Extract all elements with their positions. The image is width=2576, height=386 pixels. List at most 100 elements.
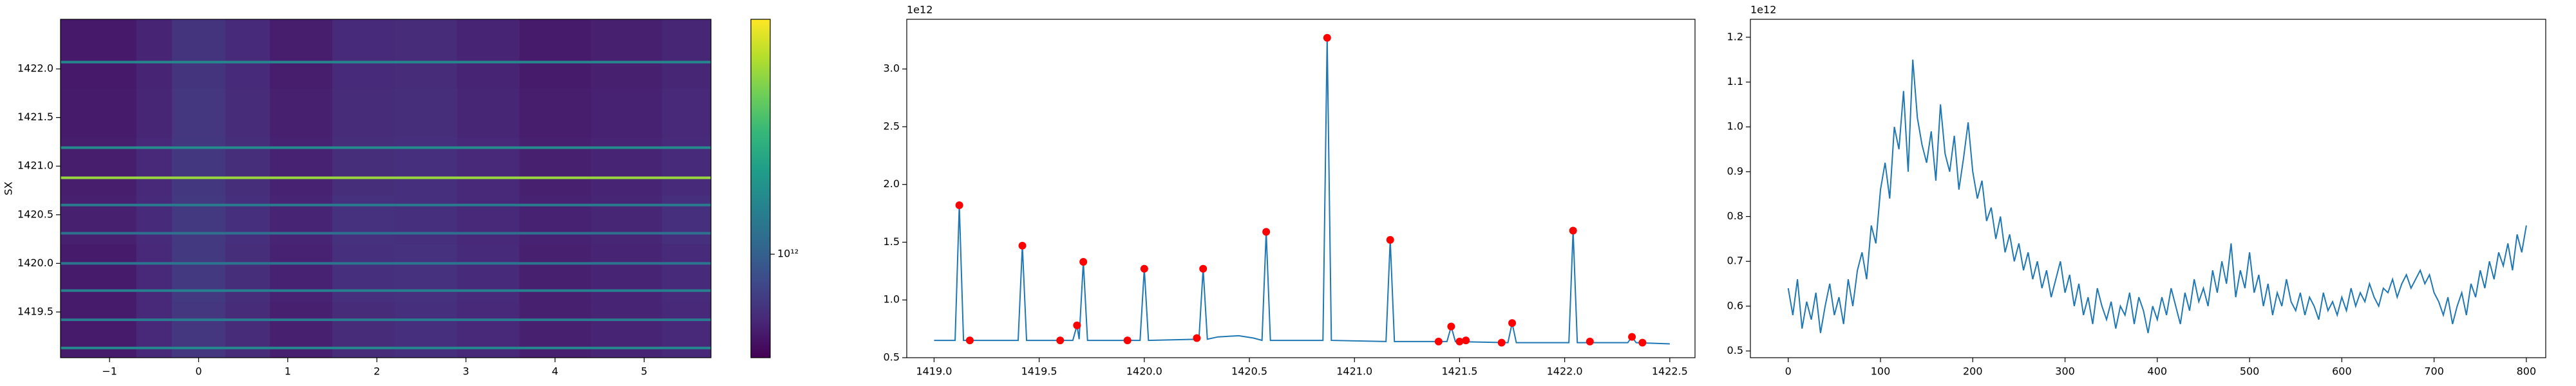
heatmap-cell (661, 19, 712, 89)
heatmap-cell (394, 195, 458, 244)
heatmap-cell (591, 195, 663, 244)
heatmap-cell (171, 244, 226, 303)
heatmap-cell (171, 88, 226, 138)
x-tick-label: 200 (1963, 365, 1983, 378)
y-tick-label: 1.2 (1727, 30, 1743, 42)
heatmap-cell (171, 19, 226, 89)
x-tick-label: 1421.0 (1336, 365, 1372, 378)
x-tick-label: 500 (2240, 365, 2260, 378)
peak-marker (955, 201, 963, 210)
peak-marker (1056, 336, 1065, 345)
peak-marker (1262, 228, 1271, 236)
heatmap-cell (136, 88, 173, 138)
heatmap-cell (394, 88, 458, 138)
heatmap-cell (270, 19, 333, 89)
peak-marker (1447, 322, 1455, 331)
x-tick-label: 2 (374, 365, 380, 378)
heatmap-cell (457, 244, 520, 303)
x-tick-label: 700 (2424, 365, 2444, 378)
x-tick-label: 0 (195, 365, 202, 378)
heatmap-line (61, 262, 711, 265)
peak-marker (1323, 33, 1331, 42)
heatmap-line (61, 203, 711, 207)
heatmap-cell (519, 19, 591, 89)
x-tick-label: 4 (552, 365, 558, 378)
heatmap-cell (61, 88, 137, 138)
heatmap-cell (332, 195, 395, 244)
peak-marker (965, 336, 974, 345)
peak-marker (1193, 334, 1201, 342)
x-tick-label: 1419.0 (916, 365, 952, 378)
y-axis-label: SX (3, 181, 15, 195)
heatmap-cell (519, 302, 591, 358)
y-tick-label: 1421.5 (17, 111, 53, 123)
heatmap-line (61, 318, 711, 322)
heatmap-cell (136, 136, 173, 196)
y-tick-label: 1421.0 (17, 160, 53, 172)
x-tick-label: 1422.5 (1652, 365, 1688, 378)
x-tick-label: 300 (2055, 365, 2075, 378)
heatmap-cell (171, 136, 226, 196)
x-tick-label: 1420.5 (1231, 365, 1267, 378)
y-tick-label: 0.5 (1727, 344, 1743, 356)
heatmap-cell (591, 302, 663, 358)
x-tick-label: 800 (2517, 365, 2537, 378)
heatmap-cell (661, 136, 712, 196)
line-series (934, 37, 1670, 345)
x-tick-label: 5 (641, 365, 647, 378)
peak-marker (1073, 321, 1081, 329)
x-tick-label: 1422.0 (1547, 365, 1583, 378)
peak-marker (1079, 257, 1088, 266)
heatmap-cell (171, 302, 226, 358)
heatmap-cell (394, 19, 458, 89)
peak-marker (1497, 338, 1506, 347)
heatmap-cell (225, 244, 270, 303)
x-tick-label: −1 (102, 365, 117, 378)
heatmap-cell (225, 136, 270, 196)
heatmap-cell (519, 195, 591, 244)
peak-marker (1123, 336, 1132, 345)
y-tick-label: 0.5 (884, 351, 900, 363)
y-tick-label: 0.9 (1727, 165, 1743, 177)
heatmap-cell (394, 302, 458, 358)
heatmap-line (61, 289, 711, 292)
offset-label: 1e12 (907, 4, 933, 16)
y-tick-label: 2.0 (884, 178, 900, 190)
peak-marker (1386, 235, 1394, 244)
heatmap-cell (661, 195, 712, 244)
x-tick-label: 1420.0 (1126, 365, 1162, 378)
heatmap-cell (270, 302, 333, 358)
heatmap-cell (519, 136, 591, 196)
heatmap-cell (332, 244, 395, 303)
heatmap-cell (591, 244, 663, 303)
heatmap-line (61, 146, 711, 149)
heatmap-cell (332, 136, 395, 196)
x-tick-label: 400 (2148, 365, 2168, 378)
colorbar-tick-label: 10¹² (777, 248, 799, 260)
heatmap-cell (136, 302, 173, 358)
peak-marker (1569, 226, 1577, 235)
heatmap-cell (591, 19, 663, 89)
heatmap-cell (61, 302, 137, 358)
heatmap-cell (457, 19, 520, 89)
heatmap-cell (270, 88, 333, 138)
peak-marker (1455, 337, 1464, 345)
heatmap-cell (136, 19, 173, 89)
heatmap-cell (519, 88, 591, 138)
axes-frame (906, 19, 1696, 358)
heatmap-cell (332, 19, 395, 89)
heatmap-line (61, 346, 711, 349)
heatmap-cell (457, 136, 520, 196)
heatmap-cell (591, 136, 663, 196)
heatmap-cell (136, 195, 173, 244)
heatmap-cell (61, 19, 137, 89)
heatmap-cell (457, 88, 520, 138)
line-series (1787, 59, 2527, 333)
peak-marker (1628, 333, 1636, 341)
y-tick-label: 1419.5 (17, 305, 53, 317)
y-tick-label: 1.0 (884, 293, 900, 306)
heatmap-cell (332, 88, 395, 138)
heatmap-cell (225, 195, 270, 244)
x-tick-label: 1419.5 (1021, 365, 1057, 378)
